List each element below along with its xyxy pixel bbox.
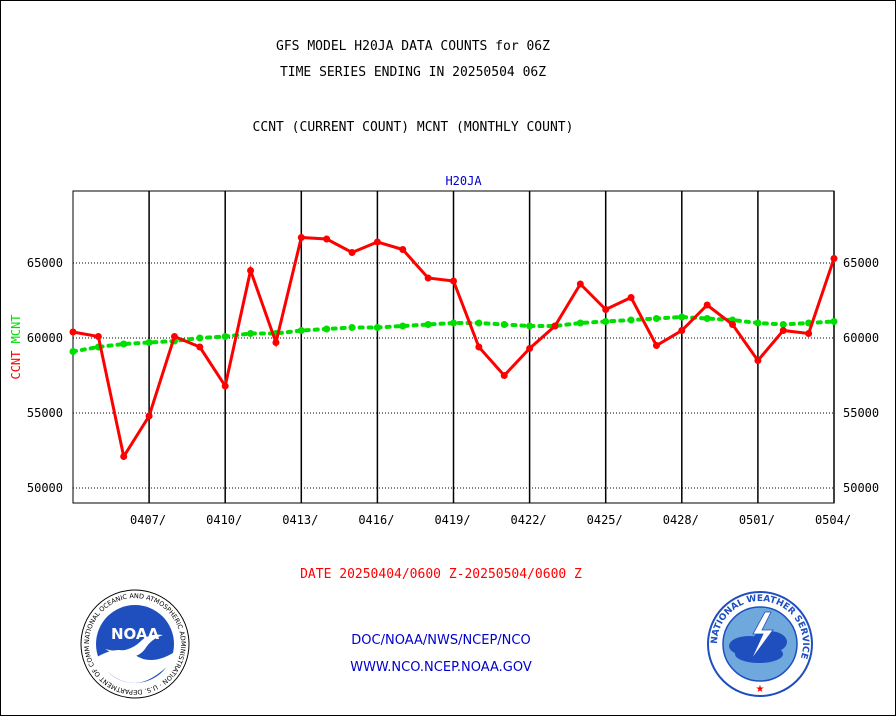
- ccnt-point: [576, 280, 584, 288]
- mcnt-point: [602, 318, 610, 325]
- x-tick-label: 0425/: [587, 513, 623, 527]
- ccnt-point: [729, 321, 737, 328]
- noaa-logo[interactable]: NOAA NATIONAL OCEANIC AND ATMOSPHERIC AD…: [77, 583, 191, 703]
- mcnt-point: [69, 348, 77, 355]
- date-range-label: DATE 20250404/0600 Z-20250504/0600 Z: [300, 567, 582, 582]
- chart-svg: 50000 50000 55000 55000 60000 60000 65000 65000…: [9, 174, 879, 527]
- ccnt-point: [170, 333, 178, 340]
- mcnt-point: [145, 339, 153, 346]
- x-tick-label: 0413/: [282, 513, 318, 527]
- mcnt-point: [450, 319, 457, 327]
- mcnt-point: [196, 334, 204, 342]
- chart-title-line3: CCNT (CURRENT COUNT) MCNT (MONTHLY COUNT…: [252, 120, 574, 135]
- ccnt-point: [754, 357, 762, 364]
- chart-title-line1: GFS MODEL H20JA DATA COUNTS for 06Z: [276, 39, 550, 54]
- mcnt-point: [779, 321, 787, 328]
- ccnt-point: [373, 238, 381, 246]
- ccnt-point: [221, 382, 229, 390]
- svg-text:★: ★: [756, 684, 765, 695]
- plot-title: H20JA: [445, 174, 482, 188]
- mcnt-point: [120, 340, 128, 348]
- mcnt-point: [424, 321, 432, 328]
- x-tick-label: 0504/: [815, 513, 851, 527]
- y-tick-label-right: 50000: [843, 481, 879, 495]
- x-tick-label: 0501/: [739, 513, 775, 527]
- y-tick-label-left: 50000: [27, 481, 63, 495]
- ccnt-point: [424, 274, 432, 282]
- ccnt-point: [627, 294, 635, 301]
- x-tick-label: 0419/: [434, 513, 470, 527]
- x-tick-label: 0428/: [663, 513, 699, 527]
- ccnt-point: [145, 412, 153, 420]
- mcnt-point: [297, 327, 305, 334]
- mcnt-point: [348, 324, 356, 331]
- website-link[interactable]: WWW.NCO.NCEP.NOAA.GOV: [350, 660, 532, 675]
- y-axis-label-ccnt: CCNT: [9, 351, 23, 380]
- ccnt-point: [805, 330, 813, 337]
- y-tick-label-left: 60000: [27, 331, 63, 345]
- ccnt-point: [247, 267, 255, 274]
- org-path-link[interactable]: DOC/NOAA/NWS/NCEP/NCO: [351, 633, 531, 648]
- y-axis-label-mcnt: MCNT: [9, 314, 23, 350]
- ccnt-point: [475, 343, 483, 351]
- mcnt-point: [323, 325, 331, 333]
- ccnt-point: [94, 333, 102, 340]
- ccnt-point: [399, 246, 407, 253]
- chart-title-line2: TIME SERIES ENDING IN 20250504 06Z: [279, 65, 547, 80]
- ccnt-point: [323, 235, 331, 243]
- svg-text:NOAA: NOAA: [111, 625, 160, 643]
- mcnt-point: [678, 313, 686, 321]
- mcnt-point: [373, 324, 381, 331]
- y-tick-label-left: 55000: [27, 406, 63, 420]
- ccnt-point: [272, 339, 280, 346]
- ccnt-point: [830, 255, 838, 262]
- mcnt-point: [500, 321, 508, 328]
- mcnt-point: [221, 333, 229, 340]
- ccnt-point: [297, 234, 305, 241]
- mcnt-point: [576, 319, 584, 327]
- mcnt-point: [627, 316, 635, 324]
- ccnt-point: [703, 301, 711, 309]
- ccnt-point: [348, 249, 356, 256]
- y-tick-label-left: 65000: [27, 256, 63, 270]
- ccnt-point: [120, 453, 128, 460]
- mcnt-point: [475, 319, 483, 327]
- x-tick-label: 0407/: [130, 513, 166, 527]
- mcnt-point: [247, 330, 255, 337]
- ccnt-point: [551, 322, 559, 330]
- ccnt-point: [526, 345, 534, 352]
- ccnt-point: [69, 328, 77, 336]
- y-tick-label-right: 60000: [843, 331, 879, 345]
- x-tick-label: 0422/: [511, 513, 547, 527]
- y-tick-label-right: 65000: [843, 256, 879, 270]
- ccnt-point: [450, 277, 457, 285]
- mcnt-point: [703, 315, 711, 322]
- ccnt-point: [500, 372, 508, 379]
- ccnt-point: [196, 343, 204, 351]
- mcnt-point: [830, 318, 838, 325]
- nws-logo[interactable]: NATIONAL WEATHER SERVICE ★: [707, 590, 813, 702]
- y-axis-label: CCNT MCNT: [9, 314, 23, 379]
- mcnt-point: [399, 322, 407, 330]
- ccnt-point: [779, 327, 787, 334]
- x-tick-label: 0410/: [206, 513, 242, 527]
- mcnt-point: [526, 322, 534, 330]
- mcnt-point: [754, 319, 762, 327]
- y-tick-label-right: 55000: [843, 406, 879, 420]
- mcnt-point: [652, 315, 660, 322]
- x-tick-label: 0416/: [358, 513, 394, 527]
- ccnt-point: [602, 306, 610, 313]
- ccnt-point: [678, 327, 686, 334]
- ccnt-point: [652, 342, 660, 349]
